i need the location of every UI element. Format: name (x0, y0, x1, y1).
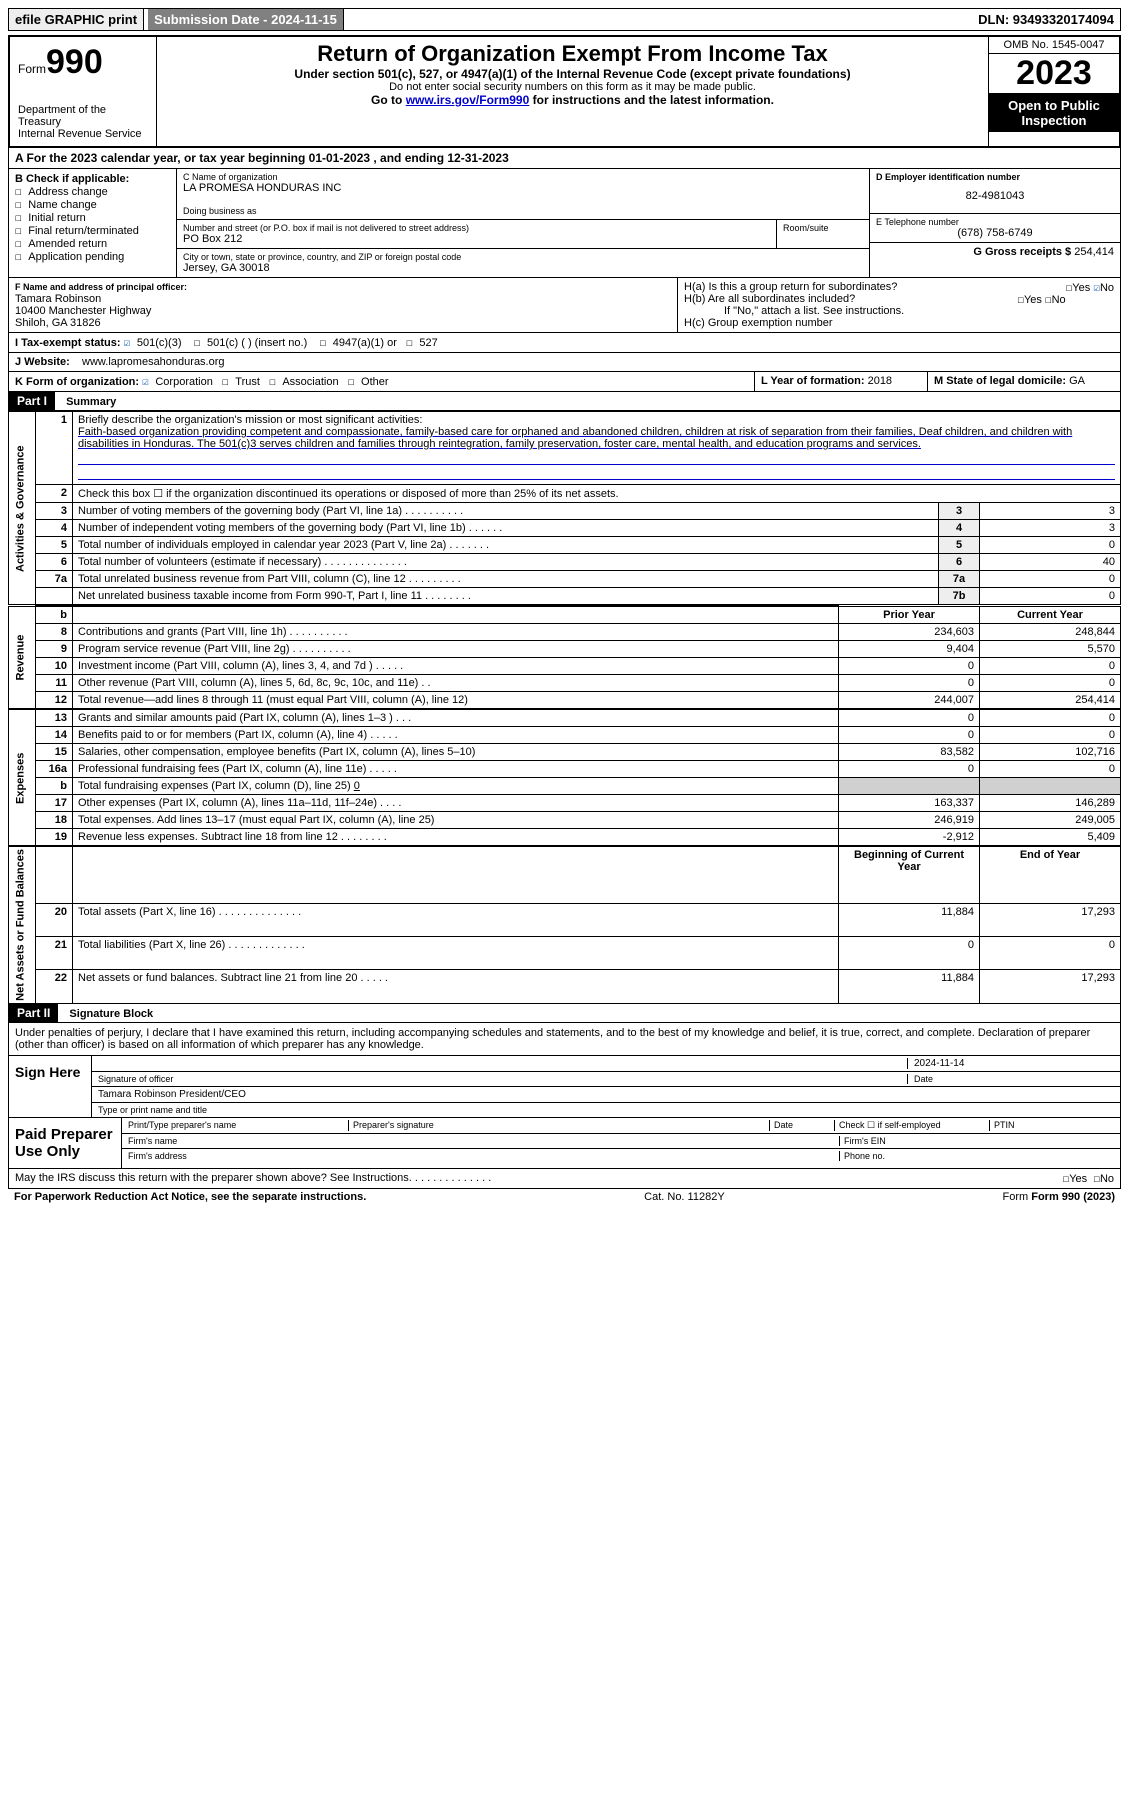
e-label: E Telephone number (876, 217, 1114, 227)
top-toolbar: efile GRAPHIC print Submission Date - 20… (8, 8, 1121, 31)
row-a-tax-year: A For the 2023 calendar year, or tax yea… (8, 148, 1121, 169)
form-title: Return of Organization Exempt From Incom… (163, 41, 982, 67)
side-revenue: Revenue (9, 606, 36, 709)
b-header: B Check if applicable: (15, 173, 129, 185)
part2-title: Signature Block (61, 1008, 153, 1020)
irs-label: Internal Revenue Service (18, 128, 148, 140)
discuss-row: May the IRS discuss this return with the… (8, 1169, 1121, 1189)
row-i: I Tax-exempt status: ☑ 501(c)(3) ☐ 501(c… (8, 333, 1121, 353)
officer-addr1: 10400 Manchester Highway (15, 305, 151, 317)
dept-treasury: Department of the Treasury (18, 104, 148, 128)
f-label: F Name and address of principal officer: (15, 282, 187, 292)
phone-value: (678) 758-6749 (876, 227, 1114, 239)
form-subtitle: Under section 501(c), 527, or 4947(a)(1)… (163, 67, 982, 81)
c-name-label: C Name of organization (183, 172, 863, 182)
goto-line: Go to www.irs.gov/Form990 for instructio… (163, 93, 982, 107)
city-label: City or town, state or province, country… (183, 252, 863, 262)
gross-receipts: 254,414 (1074, 246, 1114, 258)
perjury-text: Under penalties of perjury, I declare th… (8, 1023, 1121, 1056)
row-j: J Website: www.lapromesahonduras.org (8, 353, 1121, 372)
summary-revenue: Revenue b Prior Year Current Year 8Contr… (8, 605, 1121, 709)
officer-sig-name: Tamara Robinson President/CEO (92, 1087, 1120, 1103)
block-bcd: B Check if applicable: ☐ Address change … (8, 169, 1121, 278)
side-expenses: Expenses (9, 710, 36, 846)
org-city: Jersey, GA 30018 (183, 262, 863, 274)
part2-badge: Part II (9, 1004, 58, 1022)
side-net: Net Assets or Fund Balances (9, 847, 36, 1004)
block-fh: F Name and address of principal officer:… (8, 278, 1121, 333)
form-word: Form (18, 62, 46, 76)
omb-number: OMB No. 1545-0047 (989, 37, 1119, 54)
page-footer: For Paperwork Reduction Act Notice, see … (8, 1189, 1121, 1205)
summary-expenses: Expenses 13Grants and similar amounts pa… (8, 709, 1121, 846)
ssn-note: Do not enter social security numbers on … (163, 81, 982, 93)
open-to-public: Open to PublicInspection (989, 94, 1119, 132)
mission-text: Faith-based organization providing compe… (78, 426, 1072, 450)
addr-label: Number and street (or P.O. box if mail i… (183, 223, 770, 233)
sign-here-label: Sign Here (9, 1056, 92, 1117)
form990-link[interactable]: www.irs.gov/Form990 (406, 93, 530, 107)
ein-value: 82-4981043 (876, 182, 1114, 210)
website-value: www.lapromesahonduras.org (82, 356, 224, 368)
side-governance: Activities & Governance (9, 412, 36, 605)
org-street: PO Box 212 (183, 233, 770, 245)
dba-label: Doing business as (183, 206, 863, 216)
hb-label: H(b) Are all subordinates included? (684, 293, 855, 305)
part1-badge: Part I (9, 392, 55, 410)
paid-preparer-label: Paid Preparer Use Only (9, 1118, 122, 1168)
dln-label: DLN: 93493320174094 (972, 9, 1120, 30)
org-name: LA PROMESA HONDURAS INC (183, 182, 863, 194)
sign-here-block: Sign Here 2024-11-14 Signature of office… (8, 1056, 1121, 1169)
officer-name: Tamara Robinson (15, 293, 101, 305)
officer-addr2: Shiloh, GA 31826 (15, 317, 101, 329)
ha-label: H(a) Is this a group return for subordin… (684, 281, 897, 293)
form-header: Form990 Department of the Treasury Inter… (8, 35, 1121, 148)
part1-title: Summary (58, 396, 116, 408)
d-label: D Employer identification number (876, 172, 1020, 182)
submission-date-button[interactable]: Submission Date - 2024-11-15 (148, 9, 344, 30)
hb-note: If "No," attach a list. See instructions… (684, 305, 1114, 317)
efile-print-button[interactable]: efile GRAPHIC print (9, 9, 144, 30)
g-label: G Gross receipts $ (973, 246, 1071, 258)
room-label: Room/suite (783, 223, 863, 233)
row-klm: K Form of organization: ☑ Corporation ☐ … (8, 372, 1121, 392)
tax-year: 2023 (989, 54, 1119, 94)
hc-label: H(c) Group exemption number (684, 317, 1114, 329)
form-number: 990 (46, 43, 103, 81)
summary-governance: Activities & Governance 1 Briefly descri… (8, 411, 1121, 605)
summary-net-assets: Net Assets or Fund Balances Beginning of… (8, 846, 1121, 1004)
